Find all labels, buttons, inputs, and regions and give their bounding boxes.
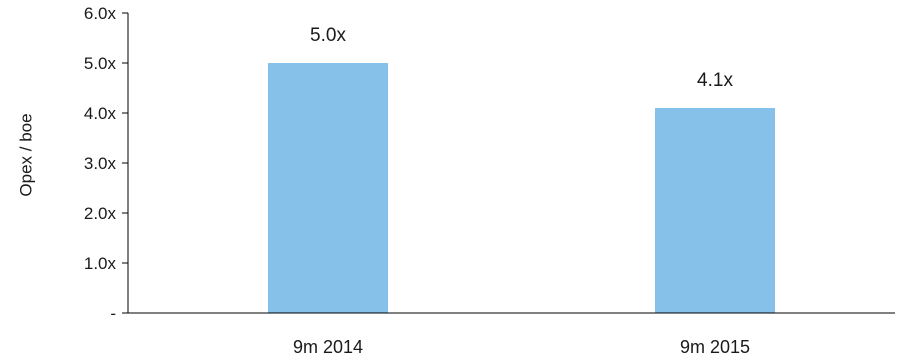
y-axis-label: Opex / boe [16, 113, 35, 196]
x-category-label: 9m 2015 [680, 337, 750, 357]
y-tick-label: 5.0x [84, 54, 117, 73]
y-tick-label: 3.0x [84, 154, 117, 173]
data-label: 5.0x [310, 25, 346, 46]
bar [655, 108, 775, 313]
bars [268, 63, 775, 313]
x-category-label: 9m 2014 [293, 337, 363, 357]
y-tick-label: 6.0x [84, 4, 117, 23]
x-axis-categories: 9m 2014 9m 2015 [293, 337, 750, 357]
y-tick-label: 4.0x [84, 104, 117, 123]
data-labels: 5.0x 4.1x [310, 25, 733, 91]
y-tick-label: - [110, 304, 116, 323]
y-tick-label: 1.0x [84, 254, 117, 273]
y-tick-label: 2.0x [84, 204, 117, 223]
data-label: 4.1x [697, 70, 733, 91]
bar [268, 63, 388, 313]
y-axis-ticks: - 1.0x 2.0x 3.0x 4.0x 5.0x 6.0x [84, 4, 128, 323]
